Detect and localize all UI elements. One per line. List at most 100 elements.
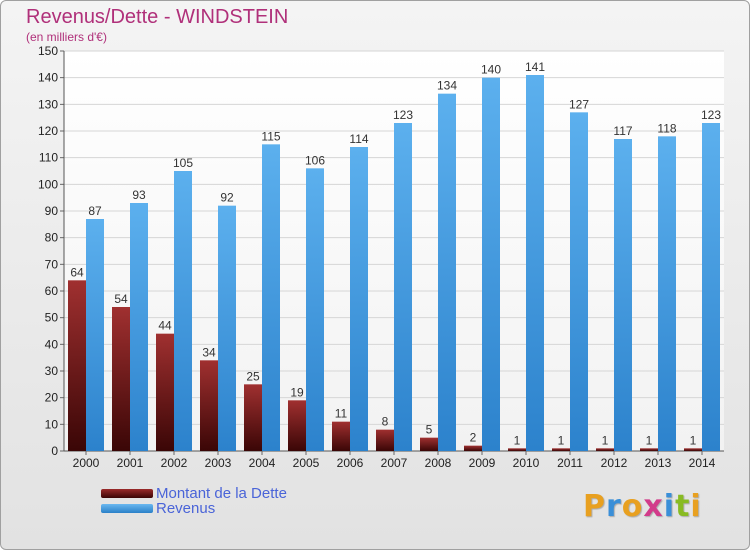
y-tick-label: 110 xyxy=(39,151,58,165)
data-label-dette: 34 xyxy=(202,345,216,359)
bar-revenus xyxy=(482,77,500,452)
legend-swatch-dette xyxy=(101,489,153,498)
data-label-dette: 19 xyxy=(290,385,304,399)
bar-revenus xyxy=(526,75,544,451)
y-tick-label: 80 xyxy=(45,231,59,245)
proxiti-logo: Proxiti xyxy=(583,489,702,524)
legend-label-revenus: Revenus xyxy=(156,500,216,517)
bar-dette xyxy=(640,448,658,451)
x-tick-label: 2012 xyxy=(601,456,628,470)
logo-letter: o xyxy=(621,489,644,524)
logo-letter: P xyxy=(583,489,606,524)
y-tick-label: 50 xyxy=(45,311,59,325)
logo-letter: t xyxy=(675,489,691,524)
x-tick-label: 2001 xyxy=(117,456,144,470)
bar-revenus xyxy=(174,171,192,451)
bar-dette xyxy=(684,448,702,451)
bar-revenus xyxy=(86,219,104,451)
data-label-revenus: 140 xyxy=(481,63,501,77)
bar-dette xyxy=(244,384,262,451)
bar-dette xyxy=(112,307,130,451)
x-tick-label: 2005 xyxy=(293,456,320,470)
data-label-dette: 1 xyxy=(646,433,653,447)
bar-dette xyxy=(420,437,438,451)
data-label-dette: 1 xyxy=(602,433,609,447)
y-tick-label: 30 xyxy=(45,364,59,378)
x-tick-label: 2011 xyxy=(557,456,583,470)
x-tick-label: 2006 xyxy=(337,456,364,470)
x-tick-label: 2010 xyxy=(513,456,540,470)
data-label-revenus: 92 xyxy=(220,191,234,205)
legend-label-dette: Montant de la Dette xyxy=(156,485,287,502)
data-label-revenus: 87 xyxy=(88,204,102,218)
data-label-dette: 11 xyxy=(335,407,348,421)
data-label-dette: 54 xyxy=(114,292,128,306)
data-label-dette: 64 xyxy=(70,265,84,279)
x-tick-label: 2014 xyxy=(689,456,716,470)
bar-dette xyxy=(200,360,218,451)
bar-revenus xyxy=(702,123,720,451)
x-tick-label: 2002 xyxy=(161,456,188,470)
data-label-dette: 44 xyxy=(158,319,172,333)
data-label-revenus: 117 xyxy=(613,124,632,138)
bar-revenus xyxy=(130,203,148,451)
logo-letter: i xyxy=(690,489,702,524)
bar-dette xyxy=(332,421,350,451)
data-label-dette: 1 xyxy=(514,433,521,447)
chart-title: Revenus/Dette - WINDSTEIN xyxy=(26,6,289,28)
y-tick-label: 140 xyxy=(38,71,58,85)
bar-dette xyxy=(156,333,174,451)
data-label-revenus: 105 xyxy=(173,156,193,170)
data-label-revenus: 127 xyxy=(569,97,589,111)
data-label-dette: 1 xyxy=(690,433,697,447)
data-label-revenus: 123 xyxy=(393,108,413,122)
y-tick-label: 150 xyxy=(38,44,58,58)
logo-letter: x xyxy=(643,489,664,524)
bar-dette xyxy=(288,400,306,451)
logo-letter: i xyxy=(663,489,676,524)
data-label-revenus: 93 xyxy=(132,188,146,202)
x-tick-label: 2009 xyxy=(469,456,496,470)
y-tick-label: 90 xyxy=(45,204,59,218)
data-label-dette: 25 xyxy=(246,369,260,383)
data-label-dette: 1 xyxy=(558,433,565,447)
data-label-revenus: 115 xyxy=(261,129,280,143)
y-tick-label: 120 xyxy=(38,124,58,138)
x-tick-label: 2007 xyxy=(381,456,408,470)
bar-revenus xyxy=(350,147,368,451)
y-tick-label: 0 xyxy=(51,444,58,458)
bar-revenus xyxy=(306,168,324,452)
legend-swatch-revenus xyxy=(101,504,153,513)
bar-revenus xyxy=(262,144,280,452)
y-tick-label: 130 xyxy=(38,97,58,111)
bar-dette xyxy=(464,445,482,451)
y-tick-label: 100 xyxy=(38,177,58,191)
x-tick-label: 2004 xyxy=(249,456,276,470)
data-label-dette: 5 xyxy=(426,423,433,437)
data-label-revenus: 123 xyxy=(701,108,721,122)
data-label-revenus: 118 xyxy=(657,121,676,135)
y-tick-label: 20 xyxy=(45,391,59,405)
x-tick-label: 2008 xyxy=(425,456,452,470)
x-tick-label: 2013 xyxy=(645,456,672,470)
y-tick-label: 70 xyxy=(45,257,59,271)
bar-revenus xyxy=(658,136,676,452)
data-label-revenus: 106 xyxy=(305,153,325,167)
data-label-dette: 2 xyxy=(470,431,477,445)
x-tick-label: 2003 xyxy=(205,456,232,470)
bar-dette xyxy=(596,448,614,451)
bar-revenus xyxy=(438,93,456,452)
bar-dette xyxy=(68,280,86,451)
chart-subtitle: (en milliers d'€) xyxy=(26,30,107,44)
bar-revenus xyxy=(394,123,412,451)
y-tick-label: 60 xyxy=(45,284,59,298)
x-tick-label: 2000 xyxy=(73,456,100,470)
logo-letter: r xyxy=(606,489,622,524)
bar-revenus xyxy=(570,112,588,451)
bar-dette xyxy=(552,448,570,451)
y-tick-label: 40 xyxy=(45,337,59,351)
data-label-revenus: 134 xyxy=(437,79,457,93)
bar-revenus xyxy=(218,205,236,451)
